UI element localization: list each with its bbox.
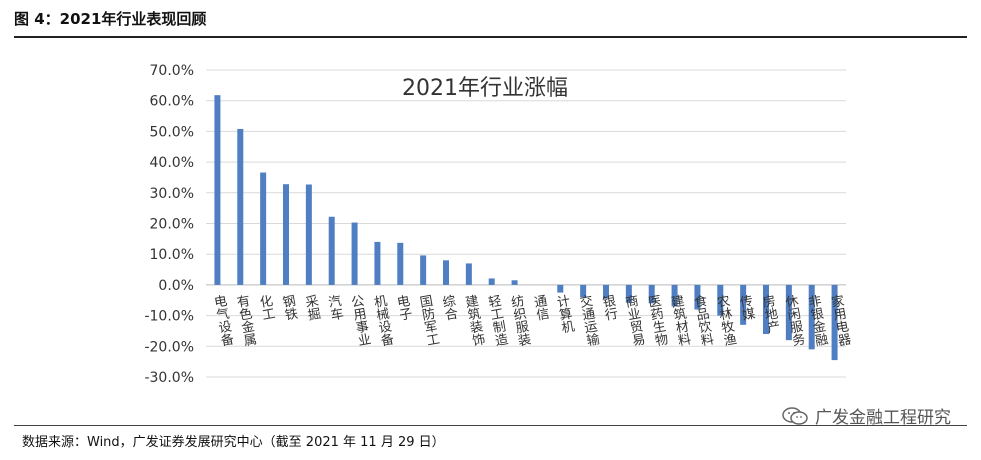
bar bbox=[785, 284, 792, 341]
bar bbox=[580, 284, 587, 298]
bar bbox=[283, 184, 289, 285]
top-rule bbox=[14, 36, 967, 38]
y-tick-label: -10.0% bbox=[144, 309, 194, 325]
watermark: 广发金融工程研究 bbox=[781, 403, 951, 428]
bar bbox=[214, 95, 221, 285]
x-tick-label: 商业贸易 bbox=[621, 294, 646, 349]
x-tick-label: 农林牧渔 bbox=[713, 294, 737, 348]
x-tick-label: 综合 bbox=[439, 294, 459, 323]
figure-title: 图 4：2021年行业表现回顾 bbox=[14, 10, 207, 28]
x-tick-label: 国防军工 bbox=[416, 294, 440, 348]
bar bbox=[625, 284, 632, 303]
bar bbox=[740, 284, 747, 325]
x-tick-label: 交通运输 bbox=[576, 293, 600, 348]
x-tick-label: 食品饮料 bbox=[690, 293, 714, 348]
bar bbox=[443, 260, 449, 285]
y-tick-label: 70.0% bbox=[150, 63, 194, 79]
bar bbox=[305, 184, 312, 285]
x-tick-label: 房地产 bbox=[759, 293, 781, 336]
x-tick-label: 电气设备 bbox=[210, 294, 235, 349]
bar bbox=[260, 172, 267, 285]
bar bbox=[671, 284, 678, 307]
bar bbox=[420, 255, 427, 285]
x-tick-label: 非银金融 bbox=[804, 294, 828, 348]
bar bbox=[351, 222, 358, 285]
x-tick-label: 化工 bbox=[256, 294, 276, 322]
bar bbox=[328, 216, 335, 285]
x-tick-label: 机械设备 bbox=[370, 294, 395, 349]
x-tick-label: 钢铁 bbox=[279, 294, 299, 323]
y-tick-label: 20.0% bbox=[150, 217, 194, 233]
x-tick-label: 传媒 bbox=[736, 294, 756, 323]
bar bbox=[603, 284, 609, 299]
y-tick-label: 50.0% bbox=[150, 124, 194, 140]
x-tick-label: 休闲服务 bbox=[781, 294, 805, 348]
bar bbox=[694, 284, 701, 310]
x-tick-label: 银行 bbox=[599, 294, 619, 324]
y-tick-label: 40.0% bbox=[150, 155, 194, 171]
chart-title: 2021年行业涨幅 bbox=[402, 76, 568, 101]
y-tick-label: 60.0% bbox=[150, 94, 194, 110]
y-tick-label: 0.0% bbox=[158, 278, 194, 294]
x-tick-label: 纺织服装 bbox=[507, 294, 531, 348]
bar bbox=[397, 242, 404, 285]
bar bbox=[717, 284, 724, 316]
bar bbox=[831, 284, 838, 361]
watermark-text: 广发金融工程研究 bbox=[815, 408, 951, 428]
x-tick-label: 轻工制造 bbox=[484, 294, 509, 349]
source-note: 数据来源：Wind，广发证券发展研究中心（截至 2021 年 11 月 29 日… bbox=[22, 435, 445, 450]
y-tick-label: -20.0% bbox=[144, 339, 194, 355]
x-tick-label: 家用电器 bbox=[827, 293, 852, 349]
bar bbox=[488, 278, 495, 285]
x-tick-label: 汽车 bbox=[324, 294, 344, 323]
bar bbox=[237, 128, 244, 285]
x-tick-label: 电子 bbox=[393, 294, 413, 323]
x-tick-label: 医药生物 bbox=[644, 294, 669, 349]
bar bbox=[648, 284, 655, 304]
bar-chart: -30.0% -20.0% -10.0% 0.0% 10.0% 20.0% 30.0% 40.… bbox=[144, 63, 852, 386]
x-tick-label: 计算机 bbox=[553, 294, 575, 337]
bar bbox=[511, 280, 518, 285]
x-tick-label: 通信 bbox=[530, 294, 550, 323]
y-tick-label: 10.0% bbox=[150, 247, 194, 263]
bottom-rule bbox=[14, 425, 967, 426]
bar bbox=[374, 241, 381, 285]
y-tick-label: -30.0% bbox=[144, 370, 194, 386]
bar bbox=[763, 284, 769, 335]
x-tick-label: 建筑装饰 bbox=[461, 294, 485, 348]
bar bbox=[465, 263, 472, 285]
x-tick-label: 建筑材料 bbox=[667, 294, 691, 348]
y-tick-label: 30.0% bbox=[150, 186, 194, 202]
wechat-icon bbox=[782, 406, 808, 425]
x-tick-label: 采掘 bbox=[301, 294, 321, 323]
x-tick-label: 有色金属 bbox=[233, 294, 258, 349]
x-tick-label: 公用事业 bbox=[347, 294, 371, 348]
bar bbox=[808, 284, 815, 350]
bar bbox=[557, 284, 564, 293]
